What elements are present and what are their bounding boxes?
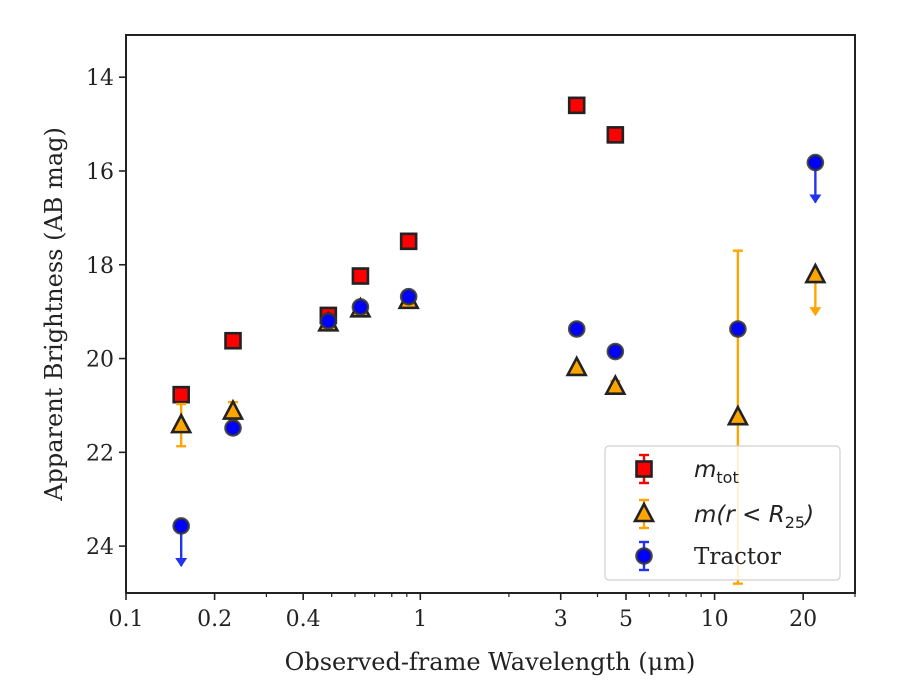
legend-marker: [635, 460, 653, 478]
data-point-mtot: [606, 126, 625, 144]
y-tick-label: 20: [86, 348, 114, 373]
data-point-mr25: [565, 355, 588, 377]
data-point-mtot: [224, 331, 242, 350]
x-tick-label: 1: [413, 607, 427, 632]
legend: mtot m(r < R25) Tractor: [604, 445, 841, 581]
data-point-mr25: [221, 398, 245, 420]
data-point-mr25: [804, 262, 827, 284]
series-layer: [170, 96, 827, 585]
x-tick-label: 20: [789, 607, 817, 632]
data-point-tractor: [224, 419, 242, 437]
legend-entry-mr25: m(r < R25): [632, 498, 814, 532]
data-point-tractor: [606, 342, 625, 361]
data-point-mtot: [399, 232, 418, 251]
data-point-tractor: [567, 320, 586, 338]
x-tick-label: 0.1: [109, 607, 144, 632]
legend-label: m(r < R25): [694, 502, 814, 532]
data-point-mtot: [351, 267, 370, 285]
data-point-tractor: [319, 312, 338, 330]
legend-entry-tractor: Tractor: [635, 540, 781, 572]
legend-marker: [635, 547, 653, 565]
legend-entry-mtot: mtot: [635, 453, 739, 487]
data-point-tractor: [806, 153, 825, 172]
upper-limit-arrow: [809, 307, 822, 317]
data-point-tractor: [729, 320, 747, 338]
y-tick-label: 16: [86, 160, 114, 185]
upper-limit-arrow: [809, 194, 822, 204]
legend-marker: [632, 501, 656, 523]
data-point-mtot: [172, 385, 190, 404]
x-axis: 0.1 0.2 0.4 1 3 5 10 20: [109, 593, 856, 632]
upper-limit-arrow: [175, 557, 188, 567]
y-tick-label: 22: [86, 441, 114, 466]
data-point-tractor: [351, 298, 370, 316]
series-tractor: [172, 153, 825, 567]
legend-box: [604, 445, 841, 581]
data-point-mr25: [604, 373, 627, 395]
x-axis-title: Observed-frame Wavelength (μm): [285, 648, 696, 676]
y-axis-title: Apparent Brightness (AB mag): [40, 127, 68, 502]
legend-label: mtot: [694, 457, 739, 487]
x-tick-label: 5: [619, 607, 633, 632]
y-tick-label: 18: [86, 254, 114, 279]
x-tick-label: 0.2: [197, 607, 232, 632]
x-tick-label: 0.4: [286, 607, 321, 632]
x-tick-label: 10: [701, 607, 729, 632]
x-tick-label: 3: [554, 607, 568, 632]
y-tick-label: 24: [86, 535, 114, 560]
data-point-mr25: [170, 412, 193, 434]
data-point-tractor: [399, 287, 418, 306]
data-point-mr25: [726, 404, 750, 426]
data-point-mtot: [567, 96, 586, 115]
y-axis: 14 16 18 20 22 24: [86, 66, 126, 560]
legend-label: Tractor: [694, 544, 781, 570]
data-point-tractor: [172, 517, 190, 535]
y-tick-label: 14: [86, 66, 114, 91]
